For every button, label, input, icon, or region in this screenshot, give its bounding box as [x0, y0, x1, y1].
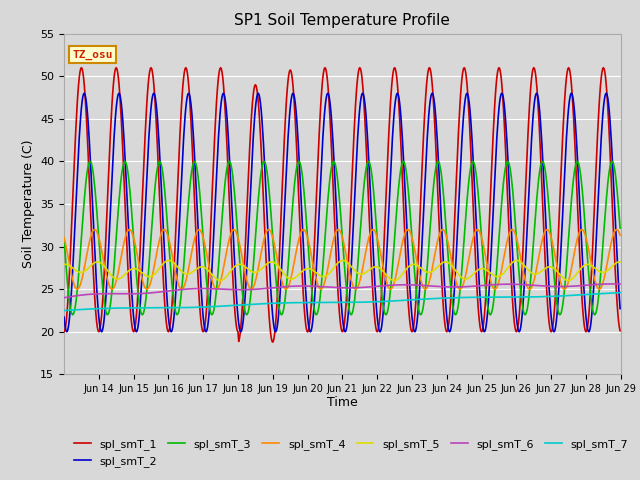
spl_smT_3: [69, 312, 77, 318]
spl_smT_3: [278, 312, 285, 318]
spl_smT_6: [60, 295, 68, 300]
spl_smT_2: [255, 92, 263, 97]
Line: spl_smT_4: spl_smT_4: [64, 229, 620, 289]
spl_smT_6: [255, 286, 263, 292]
spl_smT_2: [616, 306, 624, 312]
spl_smT_1: [126, 301, 134, 307]
spl_smT_6: [616, 281, 624, 287]
spl_smT_7: [228, 303, 236, 309]
spl_smT_7: [255, 301, 263, 307]
spl_smT_4: [91, 227, 99, 232]
spl_smT_6: [125, 291, 133, 297]
spl_smT_4: [229, 227, 237, 233]
spl_smT_7: [616, 290, 624, 296]
spl_smT_2: [342, 329, 349, 335]
spl_smT_4: [60, 235, 68, 240]
Line: spl_smT_3: spl_smT_3: [64, 161, 620, 315]
Y-axis label: Soil Temperature (C): Soil Temperature (C): [22, 140, 35, 268]
Line: spl_smT_5: spl_smT_5: [64, 261, 620, 280]
spl_smT_4: [127, 228, 134, 233]
spl_smT_2: [432, 117, 440, 122]
spl_smT_2: [401, 181, 408, 187]
spl_smT_2: [125, 243, 133, 249]
spl_smT_3: [432, 164, 440, 170]
spl_smT_6: [399, 282, 407, 288]
spl_smT_5: [125, 268, 133, 274]
spl_smT_3: [401, 161, 408, 167]
spl_smT_4: [432, 246, 440, 252]
spl_smT_1: [432, 146, 440, 152]
spl_smT_6: [228, 287, 236, 292]
spl_smT_3: [127, 197, 134, 203]
spl_smT_6: [431, 283, 438, 289]
spl_smT_3: [60, 235, 68, 241]
spl_smT_2: [60, 314, 68, 320]
spl_smT_2: [228, 196, 236, 202]
spl_smT_5: [432, 265, 440, 271]
spl_smT_7: [431, 296, 438, 301]
Line: spl_smT_7: spl_smT_7: [64, 293, 620, 311]
spl_smT_1: [278, 203, 285, 208]
spl_smT_3: [257, 174, 264, 180]
spl_smT_6: [276, 284, 284, 290]
Line: spl_smT_6: spl_smT_6: [64, 284, 620, 298]
spl_smT_7: [60, 308, 68, 313]
spl_smT_7: [125, 305, 133, 311]
spl_smT_4: [401, 231, 408, 237]
Line: spl_smT_2: spl_smT_2: [64, 93, 620, 332]
spl_smT_5: [278, 267, 285, 273]
spl_smT_4: [616, 232, 624, 238]
spl_smT_1: [228, 263, 236, 269]
spl_smT_5: [257, 267, 264, 273]
spl_smT_1: [256, 120, 264, 126]
spl_smT_4: [73, 286, 81, 292]
spl_smT_1: [60, 329, 68, 335]
Line: spl_smT_1: spl_smT_1: [64, 68, 620, 342]
spl_smT_7: [276, 300, 284, 306]
spl_smT_3: [229, 174, 237, 180]
spl_smT_3: [86, 158, 94, 164]
Legend: spl_smT_1, spl_smT_2, spl_smT_3, spl_smT_4, spl_smT_5, spl_smT_6, spl_smT_7: spl_smT_1, spl_smT_2, spl_smT_3, spl_smT…: [70, 435, 633, 471]
Title: SP1 Soil Temperature Profile: SP1 Soil Temperature Profile: [234, 13, 451, 28]
spl_smT_1: [616, 328, 624, 334]
spl_smT_5: [165, 258, 173, 264]
spl_smT_5: [616, 259, 624, 265]
spl_smT_5: [229, 265, 237, 271]
spl_smT_5: [216, 277, 224, 283]
spl_smT_3: [616, 225, 624, 231]
spl_smT_4: [278, 277, 285, 283]
X-axis label: Time: Time: [327, 396, 358, 408]
spl_smT_5: [60, 262, 68, 267]
Text: TZ_osu: TZ_osu: [72, 49, 113, 60]
spl_smT_4: [257, 253, 264, 259]
spl_smT_5: [401, 268, 408, 274]
spl_smT_6: [609, 281, 617, 287]
spl_smT_1: [77, 65, 85, 71]
spl_smT_7: [399, 298, 407, 303]
spl_smT_1: [401, 231, 408, 237]
spl_smT_2: [394, 90, 401, 96]
spl_smT_2: [276, 292, 284, 298]
spl_smT_1: [269, 339, 276, 345]
